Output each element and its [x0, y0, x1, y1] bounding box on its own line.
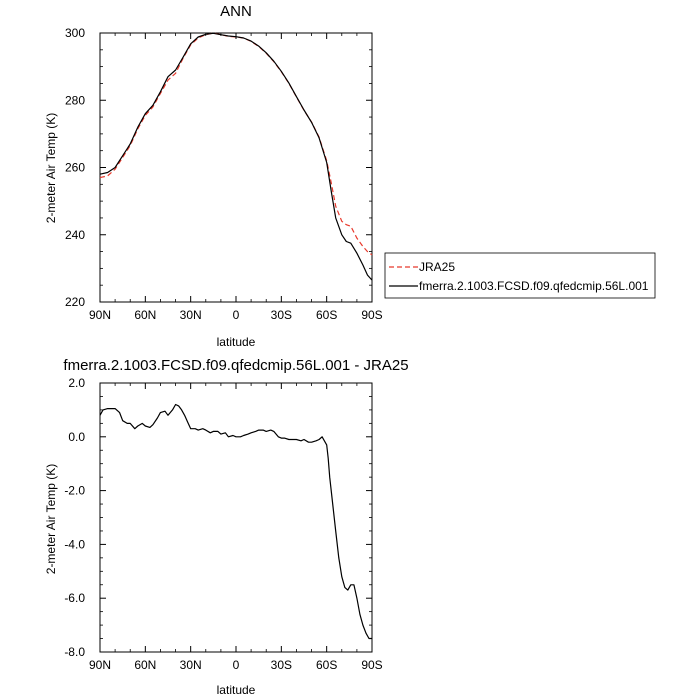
bottom-chart-title: fmerra.2.1003.FCSD.f09.qfedcmip.56L.001 …: [63, 357, 408, 374]
bottom-x-tick-label: 90N: [89, 658, 111, 672]
bottom-series-line-0: [99, 403, 372, 640]
legend-label-model: fmerra.2.1003.FCSD.f09.qfedcmip.56L.001: [419, 279, 649, 293]
top-y-tick-label: 280: [65, 93, 85, 107]
top-x-tick-label: 30N: [180, 308, 202, 322]
top-plot-frame: [99, 32, 373, 303]
bottom-y-tick-label: -6.0: [64, 591, 85, 605]
bottom-y-tick-label: -8.0: [64, 645, 85, 659]
bottom-y-tick-label: -2.0: [64, 484, 85, 498]
top-y-tick-label: 260: [65, 161, 85, 175]
top-chart-title: ANN: [220, 3, 252, 20]
legend-label-jra25: JRA25: [419, 260, 455, 274]
bottom-x-tick-label: 30S: [271, 658, 292, 672]
top-y-tick-label: 300: [65, 26, 85, 40]
top-x-tick-label: 0: [233, 308, 240, 322]
bottom-plot-frame: [99, 382, 373, 653]
bottom-x-tick-label: 60S: [316, 658, 337, 672]
bottom-x-tick-label: 0: [233, 658, 240, 672]
bottom-chart-ylabel: 2-meter Air Temp (K): [44, 464, 58, 574]
top-x-tick-label: 60N: [134, 308, 156, 322]
top-y-tick-label: 220: [65, 295, 85, 309]
top-series-line-1: [99, 32, 373, 281]
bottom-chart: 90N 60N 30N 0 30S 60S 90S -8.0 -6.0 -4.0 -2.0 0.0 2.…: [64, 376, 382, 672]
top-chart-xlabel: latitude: [217, 335, 256, 349]
top-chart-ylabel: 2-meter Air Temp (K): [44, 113, 58, 223]
bottom-y-tick-label: -4.0: [64, 537, 85, 551]
top-chart: 90N 60N 30N 0 30S 60S 90S 220 240 260 280 300: [65, 26, 383, 322]
top-x-tick-label: 90S: [361, 308, 382, 322]
top-x-tick-label: 30S: [271, 308, 292, 322]
top-x-tick-label: 60S: [316, 308, 337, 322]
bottom-x-tick-label: 30N: [180, 658, 202, 672]
legend-frame: [384, 252, 656, 299]
top-series-line-0: [99, 32, 373, 256]
bottom-y-tick-label: 0.0: [68, 430, 85, 444]
top-chart-legend: JRA25 fmerra.2.1003.FCSD.f09.qfedcmip.56…: [384, 252, 656, 299]
bottom-x-tick-label: 60N: [134, 658, 156, 672]
top-x-tick-label: 90N: [89, 308, 111, 322]
top-y-tick-label: 240: [65, 228, 85, 242]
bottom-y-tick-label: 2.0: [68, 376, 85, 390]
bottom-chart-xlabel: latitude: [217, 683, 256, 697]
bottom-x-tick-label: 90S: [361, 658, 382, 672]
